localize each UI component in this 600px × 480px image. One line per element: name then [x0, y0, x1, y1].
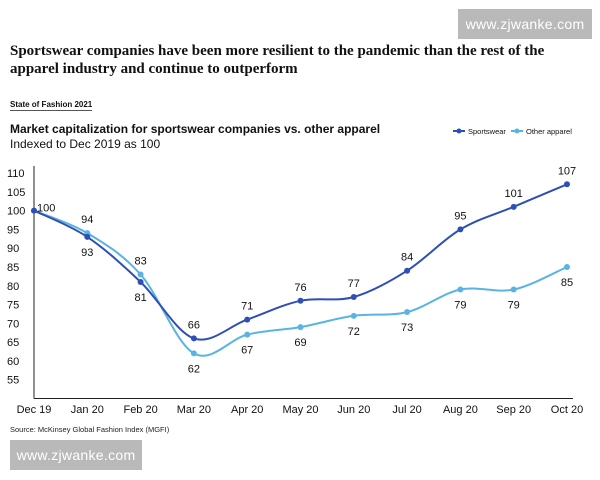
- x-tick-label: Jun 20: [337, 404, 370, 416]
- data-point-sportswear: [564, 181, 570, 188]
- y-tick-label: 110: [7, 168, 25, 180]
- page-headline: Sportswear companies have been more resi…: [10, 43, 545, 77]
- data-point-other-apparel: [244, 331, 251, 338]
- data-point-other-apparel: [350, 312, 357, 319]
- x-tick-label: Jul 20: [392, 404, 421, 416]
- data-label-sportswear: 100: [37, 203, 55, 215]
- legend-label-sportswear: Sportswear: [468, 127, 506, 136]
- chart-subtitle: Indexed to Dec 2019 as 100: [10, 137, 161, 151]
- data-label-other-apparel: 67: [241, 345, 253, 357]
- x-tick-label: Feb 20: [123, 404, 157, 416]
- legend-swatch-dot-sportswear: [456, 128, 462, 134]
- data-point-sportswear: [297, 297, 304, 304]
- data-point-other-apparel: [190, 350, 197, 357]
- data-point-sportswear: [31, 207, 37, 214]
- data-label-other-apparel: 85: [561, 277, 573, 289]
- data-point-sportswear: [244, 316, 251, 323]
- y-tick-label: 90: [7, 243, 19, 255]
- y-tick-label: 105: [7, 187, 25, 199]
- watermark-top: www.zjwanke.com: [458, 9, 592, 39]
- data-label-other-apparel: 83: [134, 255, 146, 267]
- data-label-sportswear: 71: [241, 301, 253, 313]
- data-label-other-apparel: 94: [81, 214, 93, 226]
- x-tick-label: Aug 20: [443, 404, 478, 416]
- legend-swatch-dot-other-apparel: [514, 128, 520, 134]
- data-label-other-apparel: 73: [401, 322, 413, 334]
- y-tick-label: 70: [7, 318, 19, 330]
- data-label-other-apparel: 79: [508, 300, 520, 312]
- chart-title: Market capitalization for sportswear com…: [10, 122, 381, 136]
- y-tick-label: 100: [7, 206, 25, 218]
- data-label-other-apparel: 72: [348, 326, 360, 338]
- legend-label-other-apparel: Other apparel: [526, 127, 572, 136]
- data-point-other-apparel: [457, 286, 464, 293]
- data-point-other-apparel: [297, 324, 304, 331]
- data-label-sportswear: 107: [558, 165, 576, 177]
- x-tick-label: Oct 20: [551, 404, 583, 416]
- y-tick-label: 65: [7, 337, 19, 349]
- data-point-sportswear: [510, 203, 517, 210]
- data-point-other-apparel: [510, 286, 517, 293]
- series-line-other-apparel: [33, 209, 568, 357]
- data-point-other-apparel: [137, 271, 144, 278]
- x-tick-label: May 20: [282, 404, 318, 416]
- y-tick-label: 75: [7, 300, 19, 312]
- y-tick-label: 95: [7, 224, 19, 236]
- y-tick-label: 55: [7, 375, 19, 387]
- y-tick-label: 80: [7, 281, 19, 293]
- y-tick-label: 60: [7, 356, 19, 368]
- data-label-sportswear: 84: [401, 252, 413, 264]
- data-label-other-apparel: 62: [188, 363, 200, 375]
- data-point-other-apparel: [404, 309, 411, 316]
- data-point-sportswear: [404, 267, 411, 274]
- x-tick-label: Sep 20: [496, 404, 531, 416]
- data-point-other-apparel: [564, 263, 570, 270]
- x-tick-label: Jan 20: [71, 404, 104, 416]
- data-point-sportswear: [350, 294, 357, 301]
- data-label-sportswear: 81: [134, 292, 146, 304]
- data-point-sportswear: [457, 226, 464, 233]
- data-point-sportswear: [137, 278, 144, 285]
- data-point-sportswear: [190, 335, 197, 342]
- report-label: State of Fashion 2021: [10, 100, 93, 111]
- data-label-sportswear: 77: [348, 278, 360, 290]
- data-label-sportswear: 93: [81, 247, 93, 259]
- watermark-bottom: www.zjwanke.com: [10, 440, 142, 470]
- data-label-sportswear: 95: [454, 210, 466, 222]
- x-tick-label: Apr 20: [231, 404, 263, 416]
- x-tick-label: Dec 19: [17, 404, 52, 416]
- data-point-sportswear: [84, 233, 91, 240]
- x-tick-label: Mar 20: [177, 404, 211, 416]
- data-label-sportswear: 76: [294, 282, 306, 294]
- series-line-sportswear: [33, 183, 568, 341]
- data-label-sportswear: 66: [188, 319, 200, 331]
- y-tick-label: 85: [7, 262, 19, 274]
- source-note: Source: McKinsey Global Fashion Index (M…: [10, 425, 170, 434]
- data-label-other-apparel: 69: [294, 337, 306, 349]
- data-label-other-apparel: 79: [454, 300, 466, 312]
- data-label-sportswear: 101: [505, 188, 523, 200]
